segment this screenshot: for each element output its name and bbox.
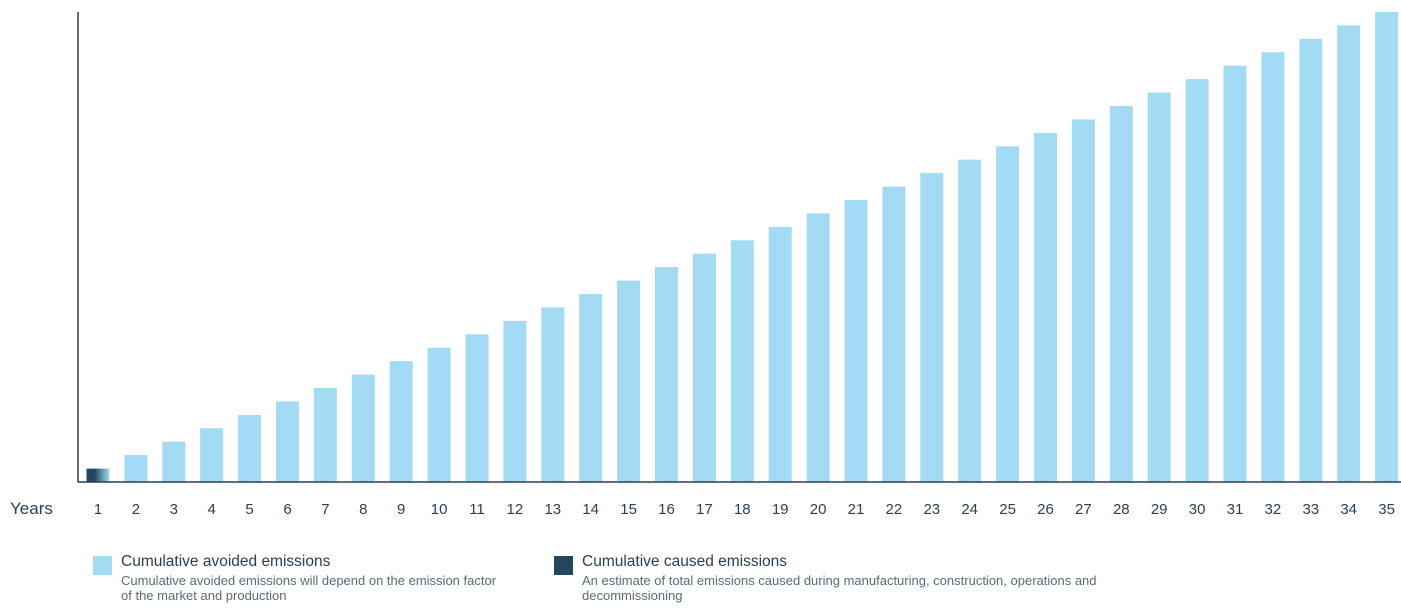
bar-avoided-year-32: [1261, 52, 1285, 483]
bar-avoided-year-13: [541, 307, 565, 482]
x-tick-label: 14: [582, 501, 599, 518]
x-tick-label: 11: [469, 501, 485, 518]
bar-avoided-year-7: [313, 388, 337, 482]
x-tick-label: 16: [658, 501, 675, 518]
x-tick-label: 2: [132, 501, 140, 518]
x-tick-label: 18: [734, 501, 751, 518]
x-tick-label: 13: [544, 501, 561, 518]
x-tick-label: 27: [1075, 501, 1092, 518]
x-tick-label: 12: [507, 501, 524, 518]
legend-item-avoided: Cumulative avoided emissions Cumulative …: [93, 553, 523, 610]
x-tick-label: 7: [321, 501, 329, 518]
x-tick-label: 3: [170, 501, 178, 518]
bar-avoided-year-3: [162, 441, 186, 482]
x-tick-label: 15: [620, 501, 637, 518]
bar-avoided-year-17: [692, 253, 716, 482]
bar-avoided-year-10: [427, 347, 451, 482]
x-axis-label: Years: [10, 499, 53, 518]
bars-group: [86, 12, 1399, 483]
legend-description-caused: An estimate of total emissions caused du…: [582, 573, 1097, 603]
bar-avoided-year-8: [351, 374, 375, 482]
x-tick-label: 22: [886, 501, 903, 518]
bar-avoided-year-28: [1109, 106, 1133, 482]
x-tick-label: 23: [923, 501, 940, 518]
x-tick-label: 32: [1265, 501, 1282, 518]
bar-avoided-year-14: [579, 294, 603, 482]
bar-avoided-year-11: [465, 334, 489, 482]
x-tick-label: 9: [397, 501, 405, 518]
bar-chart: 1 2 3 4 5 6 7 8 9 10 11 12 13 14 15 16 17 18 19 20 21 22 23 24 2…: [10, 12, 1401, 518]
bar-avoided-year-6: [276, 401, 299, 482]
x-tick-label: 30: [1189, 501, 1206, 518]
legend-title-avoided: Cumulative avoided emissions: [121, 553, 331, 570]
bar-avoided-year-34: [1337, 25, 1361, 483]
bar-avoided-year-21: [844, 200, 868, 482]
bar-avoided-year-30: [1185, 79, 1209, 482]
bar-avoided-year-12: [503, 320, 527, 482]
bar-avoided-year-9: [389, 361, 413, 482]
x-tick-label: 35: [1378, 501, 1395, 518]
x-tick-label: 5: [245, 501, 253, 518]
x-tick-label: 33: [1302, 501, 1319, 518]
bar-avoided-year-25: [996, 146, 1020, 483]
bar-avoided-year-5: [238, 414, 262, 482]
bar-avoided-year-23: [920, 173, 944, 482]
x-tick-label: 4: [208, 501, 216, 518]
x-tick-label: 31: [1227, 501, 1244, 518]
bar-avoided-year-35: [1375, 12, 1399, 482]
bar-avoided-year-4: [200, 428, 224, 482]
x-tick-labels: 1 2 3 4 5 6 7 8 9 10 11 12 13 14 15 16 17 18 19 20 21 22 23 24 2…: [94, 501, 1395, 518]
x-tick-label: 24: [961, 501, 978, 518]
bar-avoided-year-2: [124, 455, 148, 482]
bar-avoided-year-1: [86, 468, 110, 482]
x-tick-label: 8: [359, 501, 367, 518]
bar-avoided-year-20: [806, 213, 830, 482]
bar-avoided-year-26: [1034, 132, 1057, 482]
legend-title-caused: Cumulative caused emissions: [582, 553, 788, 570]
bar-avoided-year-29: [1147, 92, 1171, 482]
bar-avoided-year-27: [1071, 119, 1095, 483]
x-tick-label: 29: [1151, 501, 1168, 518]
x-tick-label: 20: [810, 501, 827, 518]
x-tick-label: 10: [431, 501, 448, 518]
bar-avoided-year-33: [1299, 38, 1323, 483]
legend-swatch-caused: [554, 556, 573, 575]
x-tick-label: 28: [1113, 501, 1130, 518]
bar-avoided-year-24: [958, 159, 982, 482]
x-tick-label: 6: [283, 501, 291, 518]
legend-description-avoided: Cumulative avoided emissions will depend…: [121, 573, 497, 603]
x-tick-label: 21: [848, 501, 865, 518]
legend-swatch-avoided: [93, 556, 112, 575]
bar-avoided-year-18: [730, 240, 754, 482]
x-tick-label: 25: [999, 501, 1016, 518]
bar-avoided-year-16: [655, 267, 678, 482]
bar-avoided-year-19: [768, 226, 792, 482]
x-tick-label: 19: [772, 501, 789, 518]
bar-avoided-year-31: [1223, 65, 1247, 482]
x-tick-label: 26: [1037, 501, 1054, 518]
bar-avoided-year-15: [617, 280, 641, 482]
x-tick-label: 17: [696, 501, 713, 518]
x-tick-label: 34: [1340, 501, 1357, 518]
bar-avoided-year-22: [882, 186, 906, 482]
x-tick-label: 1: [94, 501, 102, 518]
legend-item-caused: Cumulative caused emissions An estimate …: [554, 553, 1114, 610]
